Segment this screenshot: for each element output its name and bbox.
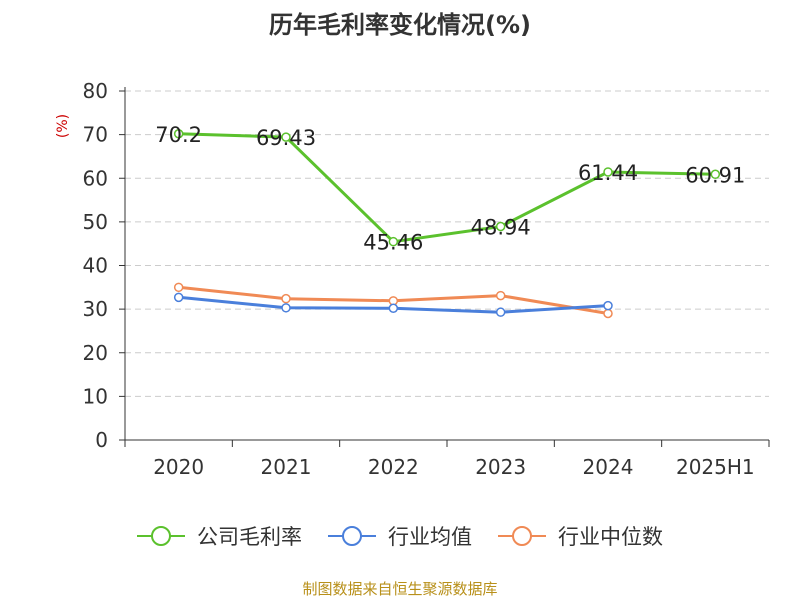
y-tick-label: 60	[83, 166, 108, 190]
data-label: 69.43	[256, 126, 316, 150]
x-tick-label: 2023	[475, 455, 526, 479]
data-point	[495, 290, 506, 301]
data-point	[281, 293, 291, 304]
data-point	[173, 282, 184, 293]
series-line	[178, 132, 716, 244]
data-point	[495, 307, 506, 317]
data-point	[388, 236, 399, 247]
x-tick-label: 2021	[261, 455, 312, 479]
y-tick-label: 30	[83, 297, 108, 321]
y-axis-label: (%)	[55, 114, 71, 138]
legend-item: 公司毛利率	[137, 525, 302, 549]
data-point	[173, 292, 184, 303]
data-point	[603, 308, 613, 319]
x-tick-label: 2025H1	[676, 455, 755, 479]
data-point	[173, 129, 184, 139]
legend: 公司毛利率 行业均值 行业中位数	[137, 525, 663, 549]
grid-lines	[125, 90, 769, 397]
x-tick-label: 2024	[583, 455, 634, 479]
legend-symbol-marker	[512, 526, 532, 546]
y-tick-label: 0	[95, 428, 108, 452]
legend-item: 行业均值	[328, 525, 472, 549]
y-tick-label: 20	[83, 341, 108, 365]
y-tick-label: 50	[83, 210, 108, 234]
x-tick-label: 2022	[368, 455, 419, 479]
data-point	[603, 167, 613, 177]
data-point	[281, 132, 291, 142]
data-label: 45.46	[363, 231, 423, 255]
legend-item: 行业中位数	[498, 525, 663, 549]
data-label: 70.2	[155, 123, 202, 147]
source-footer: 制图数据来自恒生聚源数据库	[302, 580, 497, 598]
legend-symbol-marker	[342, 526, 362, 546]
y-tick-label: 40	[83, 254, 108, 278]
y-tick-label: 70	[83, 123, 108, 147]
data-point	[603, 300, 613, 311]
x-tick-label: 2020	[153, 455, 204, 479]
y-tick-label: 80	[83, 79, 108, 103]
data-point	[495, 221, 506, 232]
data-label: 61.44	[578, 161, 638, 185]
legend-symbol-marker	[151, 526, 171, 546]
axes: 0 10 20 30 40 50 60 70 80 2020 2021 2022 2023 2024 202…	[83, 79, 770, 479]
data-labels: 70.2 69.43 45.46 48.94 61.44 60.91	[155, 123, 745, 255]
data-label: 48.94	[471, 215, 531, 239]
legend-label: 行业中位数	[558, 525, 663, 549]
chart-title: 历年毛利率变化情况(%)	[269, 11, 531, 39]
data-point	[710, 169, 721, 180]
data-point	[388, 303, 399, 314]
y-tick-label: 10	[83, 384, 108, 408]
data-point	[281, 303, 291, 313]
legend-label: 公司毛利率	[197, 525, 302, 549]
series-group	[173, 129, 721, 319]
data-label: 60.91	[685, 163, 745, 187]
legend-label: 行业均值	[388, 525, 472, 549]
